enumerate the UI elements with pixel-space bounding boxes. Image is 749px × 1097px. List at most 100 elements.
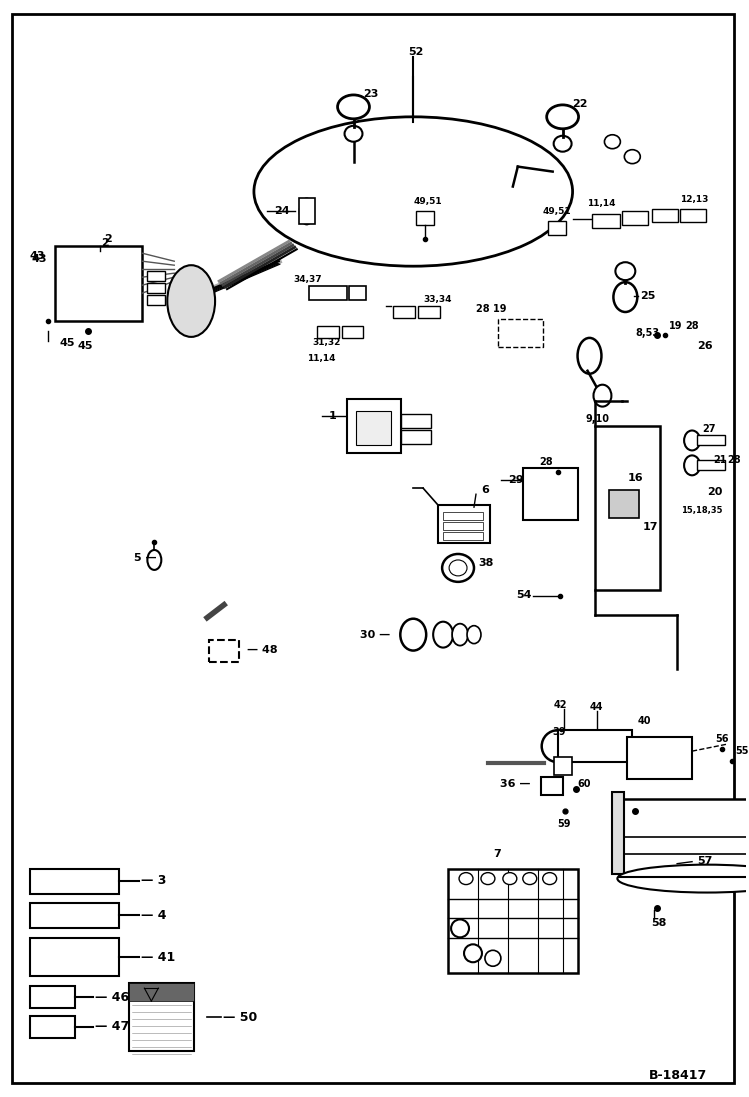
Bar [130, 983, 194, 1002]
Text: 56: 56 [715, 734, 729, 744]
Text: 30 —: 30 — [360, 630, 391, 640]
Text: 43: 43 [30, 251, 46, 261]
Text: 6: 6 [481, 485, 489, 495]
Bar [652, 210, 678, 223]
Bar [342, 326, 363, 338]
Ellipse shape [485, 950, 501, 966]
Text: 40: 40 [637, 716, 651, 726]
Ellipse shape [684, 455, 700, 475]
Bar [523, 468, 577, 520]
Bar [548, 222, 565, 236]
Text: B-18417: B-18417 [649, 1070, 707, 1083]
Text: 57: 57 [697, 856, 712, 866]
Text: 44: 44 [589, 702, 603, 712]
Ellipse shape [467, 625, 481, 644]
Ellipse shape [449, 559, 467, 576]
Text: 15,18,35: 15,18,35 [681, 506, 723, 514]
Bar [697, 461, 725, 471]
Ellipse shape [577, 338, 601, 374]
Ellipse shape [148, 550, 161, 570]
Bar [558, 731, 632, 762]
Text: 45: 45 [78, 341, 93, 351]
Text: 21: 21 [713, 455, 727, 465]
Bar [613, 792, 625, 873]
Text: 5 —: 5 — [134, 553, 157, 563]
Ellipse shape [400, 619, 426, 651]
Bar [357, 410, 391, 445]
Text: — 48: — 48 [247, 645, 278, 655]
Ellipse shape [338, 95, 369, 118]
Ellipse shape [523, 872, 537, 884]
Text: 11,14: 11,14 [587, 199, 616, 208]
Ellipse shape [300, 199, 314, 225]
Text: 9,10: 9,10 [586, 414, 610, 423]
Bar [30, 986, 75, 1008]
Bar [697, 436, 725, 445]
Text: 43: 43 [32, 255, 47, 264]
Bar [130, 983, 194, 1051]
Text: 24: 24 [274, 206, 289, 216]
Bar [619, 799, 749, 873]
Text: 25: 25 [640, 291, 655, 301]
Ellipse shape [433, 622, 453, 647]
Bar [498, 319, 543, 347]
Text: 59: 59 [558, 818, 571, 829]
Bar [401, 414, 431, 428]
Ellipse shape [554, 136, 571, 151]
Ellipse shape [464, 945, 482, 962]
Text: 28: 28 [540, 457, 554, 467]
Bar [148, 283, 166, 293]
Bar [209, 640, 239, 661]
Text: 29: 29 [508, 475, 524, 485]
Ellipse shape [481, 872, 495, 884]
Text: 33,34: 33,34 [423, 295, 452, 304]
Bar [148, 295, 166, 305]
Bar [438, 506, 490, 543]
Ellipse shape [543, 872, 557, 884]
Text: 36 —: 36 — [500, 779, 530, 789]
Text: — 46: — 46 [94, 991, 129, 1004]
Text: 34,37: 34,37 [294, 274, 322, 284]
Text: 1: 1 [329, 410, 336, 420]
Text: 2: 2 [102, 238, 109, 248]
Bar [347, 398, 401, 453]
Bar [309, 286, 347, 301]
Bar [30, 904, 120, 928]
Text: 45: 45 [60, 338, 75, 348]
Bar [628, 737, 692, 779]
Bar [443, 522, 483, 530]
Ellipse shape [593, 385, 611, 407]
Text: 19: 19 [669, 321, 682, 331]
Bar [443, 512, 483, 520]
Text: — 41: — 41 [142, 951, 176, 964]
Ellipse shape [442, 554, 474, 581]
Text: 31,32: 31,32 [312, 338, 341, 348]
Text: 23: 23 [363, 89, 379, 99]
Ellipse shape [604, 135, 620, 149]
Bar [443, 532, 483, 540]
Ellipse shape [617, 864, 749, 893]
Bar [30, 938, 120, 976]
Bar [348, 286, 366, 301]
Bar [418, 306, 440, 318]
Bar [299, 199, 315, 225]
Text: 22: 22 [572, 99, 588, 109]
Text: 8,53: 8,53 [635, 328, 659, 338]
Ellipse shape [503, 872, 517, 884]
Text: 54: 54 [516, 590, 531, 600]
Bar [393, 306, 415, 318]
Ellipse shape [167, 265, 215, 337]
Bar [680, 210, 706, 223]
Text: 42: 42 [554, 700, 567, 711]
Ellipse shape [684, 430, 700, 451]
Bar [401, 430, 431, 444]
Text: 49,51: 49,51 [542, 207, 571, 216]
Text: 49,51: 49,51 [414, 197, 443, 206]
Text: 28: 28 [727, 455, 741, 465]
Ellipse shape [452, 624, 468, 646]
Text: 16: 16 [628, 473, 643, 484]
Text: 58: 58 [651, 918, 667, 928]
Bar [30, 1016, 75, 1038]
Text: 17: 17 [643, 522, 658, 532]
Text: 12,13: 12,13 [680, 195, 709, 204]
